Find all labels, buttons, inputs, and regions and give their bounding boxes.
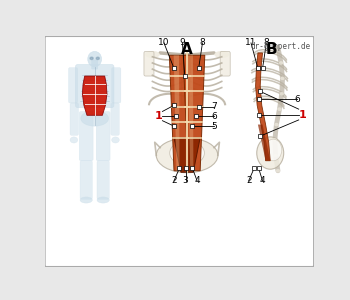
Ellipse shape (280, 92, 284, 95)
Polygon shape (82, 76, 107, 115)
Text: 1: 1 (299, 110, 307, 119)
Ellipse shape (80, 197, 92, 203)
Ellipse shape (88, 51, 101, 67)
Text: 8: 8 (199, 38, 205, 47)
FancyBboxPatch shape (220, 51, 230, 76)
Text: 8: 8 (264, 38, 269, 47)
Ellipse shape (156, 138, 218, 173)
Ellipse shape (265, 139, 282, 161)
Polygon shape (174, 55, 180, 171)
Text: 6: 6 (211, 112, 217, 121)
Text: 7: 7 (211, 102, 217, 111)
Ellipse shape (278, 108, 281, 111)
Text: 1: 1 (155, 111, 162, 121)
Ellipse shape (276, 46, 280, 49)
FancyBboxPatch shape (92, 60, 98, 69)
FancyBboxPatch shape (112, 68, 121, 103)
Polygon shape (174, 138, 200, 172)
Ellipse shape (112, 137, 119, 143)
Ellipse shape (215, 51, 229, 58)
Ellipse shape (274, 123, 278, 126)
Ellipse shape (81, 111, 108, 126)
Polygon shape (256, 53, 270, 161)
Text: 2: 2 (246, 176, 252, 185)
Polygon shape (183, 55, 205, 171)
Text: 11: 11 (245, 38, 257, 47)
FancyBboxPatch shape (69, 68, 78, 103)
FancyBboxPatch shape (97, 161, 109, 199)
Polygon shape (258, 124, 270, 161)
Ellipse shape (273, 138, 277, 142)
Text: 3: 3 (183, 176, 188, 185)
Text: B: B (266, 42, 278, 57)
FancyBboxPatch shape (96, 112, 110, 161)
FancyBboxPatch shape (75, 64, 114, 108)
FancyBboxPatch shape (44, 36, 314, 267)
Ellipse shape (90, 57, 93, 59)
Ellipse shape (274, 154, 278, 157)
FancyBboxPatch shape (144, 51, 154, 76)
Ellipse shape (70, 137, 78, 143)
Text: 10: 10 (158, 38, 170, 47)
Text: 4: 4 (194, 176, 200, 185)
FancyBboxPatch shape (70, 103, 78, 135)
Text: 2: 2 (171, 176, 177, 185)
Text: 4: 4 (260, 176, 265, 185)
Polygon shape (169, 55, 191, 171)
Ellipse shape (97, 197, 109, 203)
Ellipse shape (146, 51, 159, 58)
Ellipse shape (281, 77, 285, 80)
Text: dr-gumpert.de: dr-gumpert.de (251, 42, 311, 51)
Ellipse shape (257, 137, 284, 169)
Ellipse shape (279, 61, 283, 64)
Text: 5: 5 (211, 122, 217, 130)
Ellipse shape (276, 169, 280, 172)
Text: 9: 9 (180, 38, 186, 47)
Polygon shape (188, 55, 194, 171)
Text: A: A (181, 42, 193, 57)
FancyBboxPatch shape (80, 161, 92, 199)
FancyBboxPatch shape (111, 103, 119, 135)
Text: 6: 6 (294, 94, 300, 103)
FancyBboxPatch shape (79, 112, 93, 161)
FancyBboxPatch shape (182, 54, 193, 107)
Ellipse shape (170, 141, 204, 165)
Ellipse shape (96, 57, 99, 59)
